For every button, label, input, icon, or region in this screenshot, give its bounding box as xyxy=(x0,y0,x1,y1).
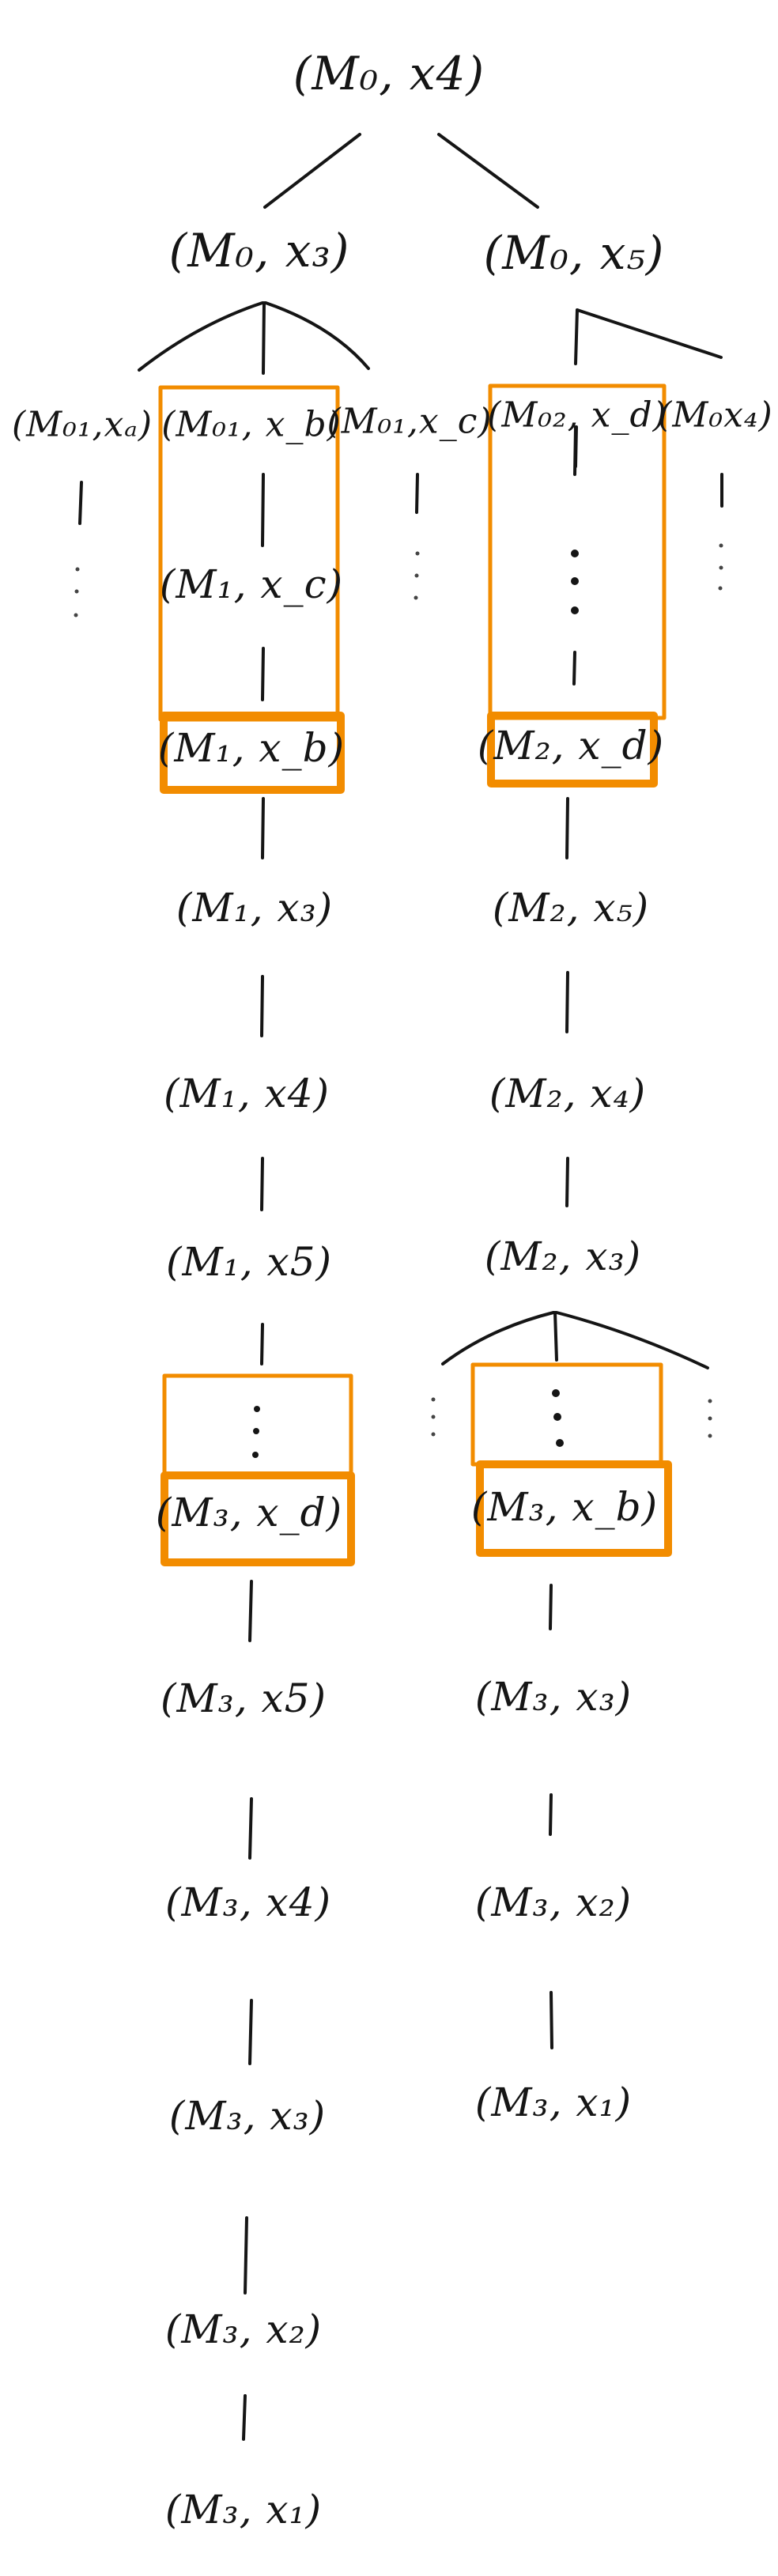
highlight-box-left-lower xyxy=(162,1373,353,1478)
tree-nodes: (M₀, x4) (M₀, x₃) (M₀, x₅) (M₀₁,xₐ) (M₀₁… xyxy=(12,47,772,2533)
node-level1-left: (M₀, x₃) xyxy=(169,224,350,278)
ellipsis-dot xyxy=(74,613,78,618)
ellipsis-dot xyxy=(571,577,579,585)
node-right-m2-3: (M₂, x₃) xyxy=(485,1233,641,1279)
ellipsis-dot xyxy=(708,1433,712,1438)
node-left-m3-1: (M₃, x₁) xyxy=(165,2487,322,2533)
node-level2-b: (M₀₁, x_b) xyxy=(161,405,342,445)
ellipsis-dot xyxy=(718,586,723,591)
edge-fan2-mid xyxy=(553,1311,558,1362)
node-level1-right: (M₀, x₅) xyxy=(484,226,665,280)
ellipsis-dot xyxy=(74,589,79,594)
node-left-m3-4: (M₃, x4) xyxy=(165,1879,331,1925)
ellipsis-dot xyxy=(556,1439,564,1447)
node-level2-c: (M₀₁,x_c) xyxy=(327,402,492,442)
node-right-m3-3: (M₃, x₃) xyxy=(475,1674,632,1720)
node-left-m1-b: (M₁, x_b) xyxy=(158,725,345,771)
edge-right-2 xyxy=(572,651,576,686)
node-root: (M₀, x4) xyxy=(293,47,485,100)
highlight-box-right-lower xyxy=(470,1362,663,1467)
edge-right-5 xyxy=(565,1157,569,1207)
node-left-m1-4: (M₁, x4) xyxy=(164,1071,330,1116)
edge-left-7 xyxy=(248,1580,253,1642)
edge-right-7 xyxy=(549,1793,553,1836)
node-right-m2-5: (M₂, x₅) xyxy=(493,885,649,931)
node-level2-d: (M₀₂, x_d) xyxy=(487,395,667,436)
edge-left-1 xyxy=(261,473,265,547)
node-right-m3-b: (M₃, x_b) xyxy=(471,1484,658,1530)
node-level2-a: (M₀₁,xₐ) xyxy=(12,405,153,445)
edge-fan-left-a xyxy=(138,301,264,372)
edge-right-8 xyxy=(550,1991,553,2049)
edge-left-3 xyxy=(261,797,265,859)
ellipsis-dot xyxy=(708,1416,712,1421)
edge-fan-right-b xyxy=(574,308,579,365)
highlight-boxes xyxy=(158,383,672,1566)
node-level2-e: (M₀x₄) xyxy=(658,395,772,436)
edge-fan2-left xyxy=(441,1311,555,1365)
ellipsis-dot xyxy=(254,1406,260,1412)
node-right-m3-2: (M₃, x₂) xyxy=(475,1879,632,1925)
ellipsis-dot xyxy=(75,567,80,572)
node-right-m2-4: (M₂, x₄) xyxy=(489,1071,646,1116)
node-right-m3-1: (M₃, x₁) xyxy=(475,2079,632,2125)
node-left-m3-5: (M₃, x5) xyxy=(161,1675,327,1721)
ellipsis-dot xyxy=(719,543,723,548)
ellipsis-dot xyxy=(553,1413,561,1421)
highlight-box-right-m2d xyxy=(487,712,658,788)
ellipsis-dot xyxy=(414,595,418,600)
edge-right-6 xyxy=(549,1584,553,1630)
ellipsis-dot xyxy=(552,1389,560,1397)
edge-a-down xyxy=(78,481,83,525)
node-left-m1-5: (M₁, x5) xyxy=(166,1239,332,1285)
node-left-m3-2: (M₃, x₂) xyxy=(165,2306,322,2352)
edge-left-8 xyxy=(248,1797,253,1860)
node-left-m1-3: (M₁, x₃) xyxy=(176,885,333,931)
ellipsis-marks xyxy=(74,425,723,1458)
edge-fan-right-a xyxy=(576,308,723,359)
edge-left-11 xyxy=(242,2394,247,2441)
edge-fan-left-c xyxy=(264,301,370,370)
ellipsis-dot xyxy=(719,565,723,570)
ellipsis-dot xyxy=(415,551,420,556)
ellipsis-dot xyxy=(571,606,579,614)
edge-left-9 xyxy=(248,1999,253,2065)
node-left-m1-c: (M₁, x_c) xyxy=(160,561,343,607)
highlight-box-right-m3b xyxy=(476,1460,672,1557)
edge-fan2-right xyxy=(555,1311,709,1369)
edge-left-10 xyxy=(244,2216,248,2295)
highlight-box-left-m3d xyxy=(161,1471,355,1566)
edge-root-right xyxy=(437,133,539,209)
ellipsis-dot xyxy=(571,550,579,557)
ellipsis-dot xyxy=(431,1432,436,1437)
ellipsis-dot xyxy=(414,573,419,578)
ellipsis-dot xyxy=(431,1397,436,1402)
edge-root-left xyxy=(263,133,361,209)
edge-right-4 xyxy=(565,971,569,1033)
ellipsis-dot xyxy=(252,1452,259,1458)
highlight-box-left-m1b xyxy=(160,712,345,794)
ellipsis-dot xyxy=(431,1415,436,1419)
edge-left-2 xyxy=(261,647,265,701)
node-left-m3-d: (M₃, x_d) xyxy=(156,1490,342,1535)
edge-right-3 xyxy=(565,797,569,859)
ellipsis-dot xyxy=(708,1399,712,1403)
node-left-m3-3: (M₃, x₃) xyxy=(169,2093,326,2139)
tree-edges xyxy=(78,133,723,2441)
ellipsis-dot xyxy=(253,1428,259,1434)
edge-fan-left-b xyxy=(262,301,266,375)
node-right-m2-d: (M₂, x_d) xyxy=(478,723,664,769)
